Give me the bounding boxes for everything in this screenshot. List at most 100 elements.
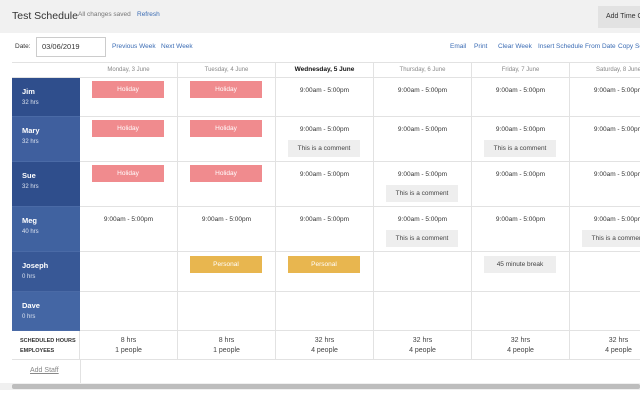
schedule-cell[interactable] xyxy=(374,292,472,331)
schedule-cell[interactable] xyxy=(570,292,640,331)
staff-cell[interactable]: Jim 32 hrs xyxy=(12,78,80,117)
date-input[interactable]: 03/06/2019 xyxy=(36,37,106,57)
staff-name: Jim xyxy=(22,87,35,96)
shift-time: 9:00am - 5:00pm xyxy=(593,87,640,94)
shift-time: 9:00am - 5:00pm xyxy=(593,171,640,178)
day-header: Friday, 7 June xyxy=(472,62,570,78)
schedule-cell[interactable]: 9:00am - 5:00pm xyxy=(178,207,276,252)
day-header: Wednesday, 5 June xyxy=(276,62,374,78)
schedule-cell[interactable]: 9:00am - 5:00pm xyxy=(472,78,570,117)
schedule-cell[interactable]: 45 minute break xyxy=(472,252,570,292)
comment: This is a comment xyxy=(386,230,458,247)
save-status: All changes saved xyxy=(78,11,131,18)
day-header: Saturday, 8 June xyxy=(570,62,640,78)
summary-cell: 32 hrs 4 people xyxy=(570,331,640,360)
table-border xyxy=(12,62,640,63)
add-time-button[interactable]: Add Time C xyxy=(598,6,640,28)
shift-time: 9:00am - 5:00pm xyxy=(397,87,448,94)
staff-cell[interactable]: Mary 32 hrs xyxy=(12,117,80,162)
schedule-cell[interactable]: 9:00am - 5:00pm This is a comment xyxy=(374,162,472,207)
next-week[interactable]: Next Week xyxy=(161,43,193,50)
toolbar-action[interactable]: Insert Schedule From Date xyxy=(538,43,616,50)
summary-hours: 32 hrs xyxy=(510,337,531,344)
staff-cell[interactable]: Meg 40 hrs xyxy=(12,207,80,252)
summary-employees: 4 people xyxy=(605,347,632,354)
schedule-cell[interactable]: 9:00am - 5:00pm This is a comment xyxy=(374,207,472,252)
schedule-cell[interactable] xyxy=(276,292,374,331)
title: Test Schedule xyxy=(12,10,78,22)
holiday-badge: Holiday xyxy=(190,81,262,98)
staff-hours: 32 hrs xyxy=(22,139,39,145)
scrollbar-thumb[interactable] xyxy=(12,384,640,389)
prev-week[interactable]: Previous Week xyxy=(112,43,156,50)
shift-time: 9:00am - 5:00pm xyxy=(495,126,546,133)
schedule-cell[interactable]: Holiday xyxy=(80,78,178,117)
date-label: Date: xyxy=(15,43,31,50)
shift-time: 9:00am - 5:00pm xyxy=(397,216,448,223)
schedule-cell[interactable]: 9:00am - 5:00pm xyxy=(570,78,640,117)
summary-employees: 4 people xyxy=(311,347,338,354)
schedule-cell[interactable]: Holiday xyxy=(178,162,276,207)
schedule-cell[interactable] xyxy=(374,252,472,292)
schedule-cell[interactable]: 9:00am - 5:00pm This is a comment xyxy=(276,117,374,162)
schedule-cell[interactable]: Holiday xyxy=(80,162,178,207)
shift-time: 9:00am - 5:00pm xyxy=(299,87,350,94)
schedule-cell[interactable]: 9:00am - 5:00pm xyxy=(472,162,570,207)
schedule-cell[interactable]: 9:00am - 5:00pm xyxy=(276,162,374,207)
schedule-cell[interactable] xyxy=(472,292,570,331)
toolbar-action[interactable]: Copy Sc xyxy=(618,43,640,50)
staff-name: Mary xyxy=(22,126,40,135)
schedule-cell[interactable]: Holiday xyxy=(80,117,178,162)
staff-cell[interactable]: Dave 0 hrs xyxy=(12,292,80,331)
shift-time: 9:00am - 5:00pm xyxy=(495,87,546,94)
schedule-cell[interactable]: 9:00am - 5:00pm This is a comment xyxy=(472,117,570,162)
staff-cell[interactable]: Joseph 0 hrs xyxy=(12,252,80,292)
holiday-badge: Holiday xyxy=(190,120,262,137)
schedule-cell[interactable]: Holiday xyxy=(178,78,276,117)
staff-cell[interactable]: Sue 32 hrs xyxy=(12,162,80,207)
schedule-cell[interactable]: Personal xyxy=(178,252,276,292)
personal-badge: Personal xyxy=(288,256,360,273)
staff-hours: 0 hrs xyxy=(22,274,36,280)
toolbar-action[interactable]: Email xyxy=(450,43,467,50)
schedule-cell[interactable]: Holiday xyxy=(178,117,276,162)
holiday-badge: Holiday xyxy=(190,165,262,182)
staff-name: Meg xyxy=(22,216,37,225)
day-header: Tuesday, 4 June xyxy=(178,62,276,78)
schedule-cell[interactable] xyxy=(178,292,276,331)
summary-left xyxy=(12,331,80,360)
shift-time: 9:00am - 5:00pm xyxy=(299,126,350,133)
schedule-cell[interactable]: 9:00am - 5:00pm xyxy=(276,207,374,252)
toolbar-action[interactable]: Clear Week xyxy=(498,43,532,50)
summary-cell: 8 hrs 1 people xyxy=(80,331,178,360)
refresh-link[interactable]: Refresh xyxy=(137,11,160,18)
summary-hours: 32 hrs xyxy=(412,337,433,344)
schedule-cell[interactable]: Personal xyxy=(276,252,374,292)
summary-employees: 4 people xyxy=(409,347,436,354)
toolbar-action[interactable]: Print xyxy=(474,43,488,50)
schedule-cell[interactable]: 9:00am - 5:00pm xyxy=(570,117,640,162)
add-staff[interactable]: Add Staff xyxy=(30,367,59,374)
schedule-cell[interactable]: 9:00am - 5:00pm xyxy=(276,78,374,117)
schedule-cell[interactable]: 9:00am - 5:00pm xyxy=(374,117,472,162)
schedule-cell[interactable] xyxy=(80,292,178,331)
schedule-cell[interactable]: 9:00am - 5:00pm xyxy=(80,207,178,252)
summary-cell: 8 hrs 1 people xyxy=(178,331,276,360)
summary-hours: 8 hrs xyxy=(218,337,235,344)
personal-badge: Personal xyxy=(190,256,262,273)
summary-label: SCHEDULED HOURS xyxy=(20,338,76,344)
schedule-cell[interactable]: 9:00am - 5:00pm This is a comment xyxy=(570,207,640,252)
day-header: Thursday, 6 June xyxy=(374,62,472,78)
schedule-cell[interactable] xyxy=(570,252,640,292)
staff-name: Joseph xyxy=(22,261,49,270)
schedule-cell[interactable] xyxy=(80,252,178,292)
schedule-cell[interactable]: 9:00am - 5:00pm xyxy=(472,207,570,252)
schedule-cell[interactable]: 9:00am - 5:00pm xyxy=(374,78,472,117)
summary-hours: 32 hrs xyxy=(314,337,335,344)
shift-time: 9:00am - 5:00pm xyxy=(593,126,640,133)
summary-employees: 1 people xyxy=(115,347,142,354)
shift-time: 9:00am - 5:00pm xyxy=(495,216,546,223)
holiday-badge: Holiday xyxy=(92,165,164,182)
schedule-cell[interactable]: 9:00am - 5:00pm xyxy=(570,162,640,207)
